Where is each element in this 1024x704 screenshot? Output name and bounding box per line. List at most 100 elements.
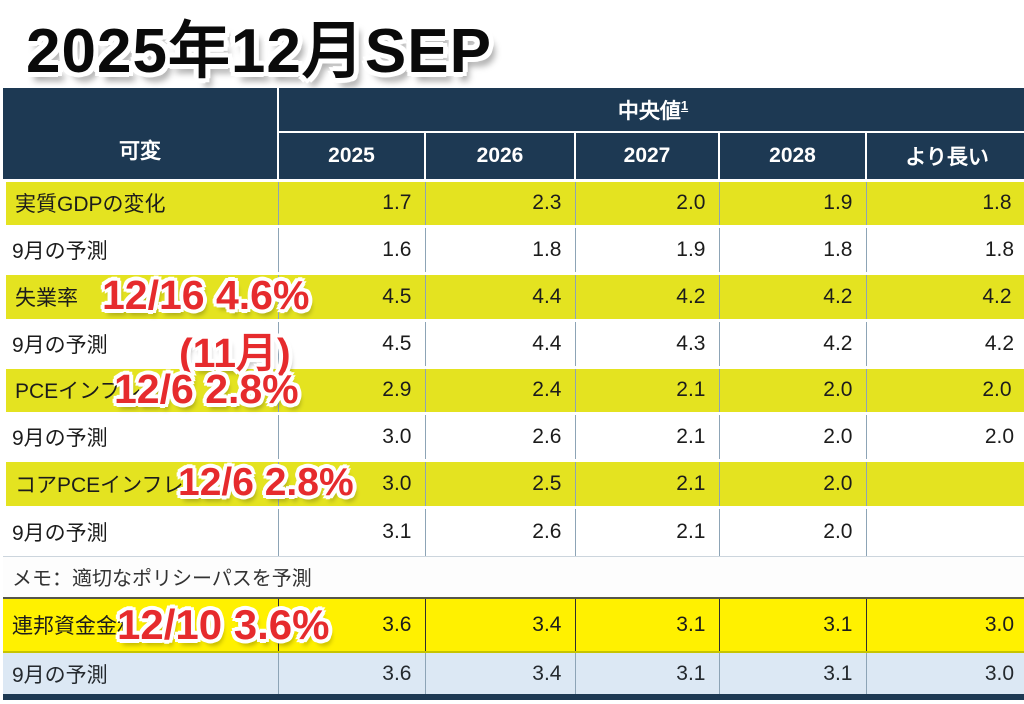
cell-value: 4.2 [866, 271, 1024, 322]
cell-value: 3.4 [425, 652, 576, 697]
handwritten-annotation-pce: 12/6 2.8% [114, 365, 299, 412]
row-label-text: 9月の予測 [12, 522, 108, 545]
cell-value: 2.0 [575, 178, 720, 228]
row-label-pce: PCEインフレ 12/6 2.8% [0, 365, 299, 415]
handwritten-annotation-federal-funds-rate: 12/10 3.6% [117, 601, 330, 648]
cell-value: 4.2 [575, 271, 720, 322]
cell-value [866, 458, 1024, 509]
cell-value: 2.4 [425, 365, 576, 415]
cell-value: 2.0 [866, 413, 1024, 461]
column-header-2026: 2026 [424, 131, 576, 180]
cell-value: 1.9 [575, 226, 720, 274]
cell-value: 3.0 [278, 458, 426, 509]
table-row-unemployment-september: 9月の予測 (11月) 4.5 4.4 4.3 4.2 4.2 [3, 320, 1024, 376]
median-footnote-superscript: 1 [680, 97, 689, 113]
cell-value: 3.6 [278, 597, 426, 653]
table-row-federal-funds-rate: 連邦資金金利 12/10 3.6% 3.6 3.4 3.1 3.1 3.0 [3, 597, 1024, 653]
cell-value [866, 507, 1024, 557]
row-label-text: 実質GDPの変化 [15, 193, 166, 216]
table-row-unemployment: 失業率 12/16 4.6% 4.5 4.4 4.2 4.2 4.2 [0, 271, 1024, 322]
cell-value: 1.9 [719, 178, 867, 228]
row-label-text: コアPCEインフレ [15, 473, 184, 497]
table-row-gdp-september: 9月の予測 1.6 1.8 1.9 1.8 1.8 [3, 226, 1024, 274]
cell-value: 3.1 [575, 597, 720, 653]
cell-value: 4.2 [719, 320, 867, 368]
cell-value: 2.1 [575, 365, 720, 415]
cell-value: 3.0 [866, 652, 1024, 697]
table-row-pce-september: 9月の予測 3.0 2.6 2.1 2.0 2.0 [3, 413, 1024, 461]
row-label-text: 9月の予測 [12, 663, 108, 687]
row-label-unemployment: 失業率 12/16 4.6% [0, 271, 309, 322]
cell-value: 2.0 [719, 458, 867, 509]
cell-value: 1.6 [278, 226, 426, 274]
table-row-pce-inflation: PCEインフレ 12/6 2.8% 2.9 2.4 2.1 2.0 2.0 [0, 365, 1024, 415]
cell-value: 1.8 [719, 226, 867, 274]
cell-value: 3.0 [866, 597, 1024, 653]
cell-value: 2.6 [425, 507, 576, 557]
cell-value: 3.1 [575, 652, 720, 697]
row-label-text: 9月の予測 [12, 239, 108, 263]
cell-value: 2.0 [719, 413, 867, 461]
column-header-median: 中央値1 [276, 88, 1024, 133]
table-header-row-years: 2025 2026 2027 2028 より長い [3, 131, 1024, 180]
table-row-ffr-september: 9月の予測 3.6 3.4 3.1 3.1 3.0 [3, 652, 1024, 697]
row-label-september: 9月の予測 (11月) [3, 320, 291, 376]
cell-value: 2.1 [575, 507, 720, 557]
cell-value: 3.1 [719, 652, 867, 697]
cell-value: 4.3 [575, 320, 720, 368]
cell-value: 4.5 [278, 271, 426, 322]
cell-value: 4.2 [866, 320, 1024, 368]
sep-projections-table: 可変 中央値1 2025 2026 2027 2028 より長い 実質GDPの変… [0, 88, 1024, 700]
cell-value: 2.1 [575, 413, 720, 461]
cell-value: 4.4 [425, 320, 576, 368]
cell-value: 2.6 [425, 413, 576, 461]
cell-value: 4.5 [278, 320, 426, 368]
cell-value: 2.0 [866, 365, 1024, 415]
cell-value: 3.0 [278, 413, 426, 461]
handwritten-annotation-unemployment: 12/16 4.6% [102, 271, 310, 318]
cell-value: 1.7 [278, 178, 426, 228]
column-header-2025: 2025 [277, 131, 426, 180]
column-header-2028: 2028 [718, 131, 867, 180]
row-label-federal-funds-rate: 連邦資金金利 12/10 3.6% [3, 597, 330, 653]
table-row-memo: メモ：適切なポリシーパスを予測 [3, 555, 1024, 598]
cell-value: 2.0 [719, 507, 867, 557]
handwritten-annotation-core-pce: 12/6 2.8% [178, 460, 354, 504]
column-header-longer-run: より長い [864, 131, 1024, 180]
row-label-text: 9月の予測 [12, 333, 108, 357]
row-label-text: 連邦資金金利 [12, 615, 138, 638]
cell-value: 2.5 [425, 458, 576, 509]
column-header-2027: 2027 [574, 131, 720, 180]
table-header-row-median: 可変 中央値1 [3, 88, 1024, 180]
cell-value: 4.2 [719, 271, 867, 322]
cell-value: 2.0 [719, 365, 867, 415]
memo-text: メモ：適切なポリシーパスを予測 [3, 555, 1024, 598]
row-label-text: 9月の予測 [12, 426, 108, 450]
row-label-september: 9月の予測 [3, 507, 279, 557]
row-label-text: PCEインフレ [15, 380, 142, 403]
page-title: 2025年12月SEP [26, 17, 492, 86]
row-label-september: 9月の予測 [3, 652, 279, 697]
cell-value: 3.4 [425, 597, 576, 653]
row-label-text: 失業率 [15, 286, 78, 310]
table-row-core-pce-inflation: コアPCEインフレ 12/6 2.8% 3.0 2.5 2.1 2.0 [0, 458, 1024, 509]
cell-value: 4.4 [425, 271, 576, 322]
row-label-september: 9月の予測 [3, 413, 279, 461]
cell-value: 3.1 [719, 597, 867, 653]
cell-value: 1.8 [866, 178, 1024, 228]
cell-value: 3.6 [278, 652, 426, 697]
cell-value: 3.1 [278, 507, 426, 557]
table-row-real-gdp: 実質GDPの変化 1.7 2.3 2.0 1.9 1.8 [0, 178, 1024, 228]
cell-value: 2.1 [575, 458, 720, 509]
cell-value: 1.8 [425, 226, 576, 274]
row-label-core-pce: コアPCEインフレ 12/6 2.8% [0, 458, 354, 509]
column-header-variable: 可変 [3, 88, 279, 180]
cell-value: 2.3 [425, 178, 576, 228]
row-label-real-gdp: 実質GDPの変化 [0, 178, 279, 228]
cell-value: 2.9 [278, 365, 426, 415]
table-row-core-pce-september: 9月の予測 3.1 2.6 2.1 2.0 [3, 507, 1024, 557]
row-label-september: 9月の予測 [3, 226, 279, 274]
cell-value: 1.8 [866, 226, 1024, 274]
handwritten-annotation-november: (11月) [179, 329, 291, 376]
median-label: 中央値 [617, 99, 681, 123]
